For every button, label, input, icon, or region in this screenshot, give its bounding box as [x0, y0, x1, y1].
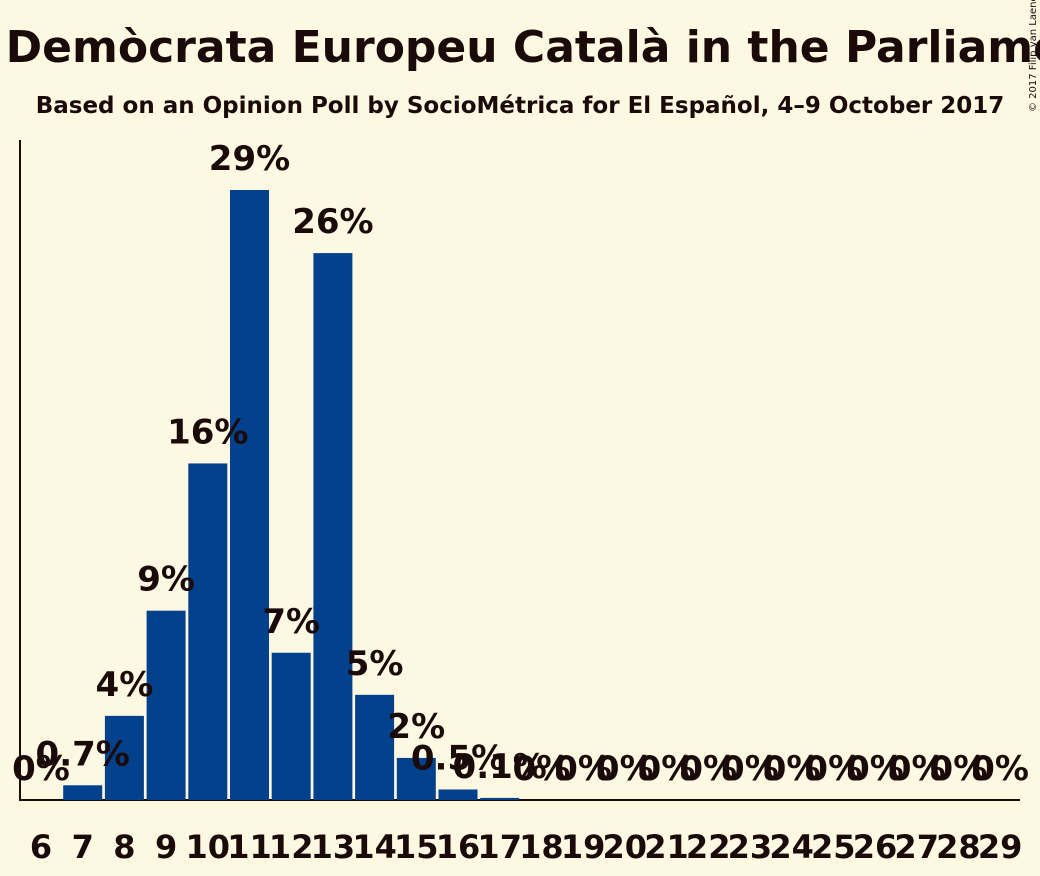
- value-label-12: 7%: [262, 602, 320, 642]
- bar-8: [104, 715, 144, 800]
- value-label-11: 29%: [209, 139, 290, 179]
- value-label-6: 0%: [12, 749, 70, 789]
- value-label-18: 0%: [513, 749, 571, 789]
- tick-label-20: 20: [603, 828, 648, 866]
- value-label-14: 5%: [346, 644, 404, 684]
- bar-17: [480, 797, 520, 800]
- tick-label-13: 13: [311, 828, 356, 866]
- copyright-notice: © 2017 Filip van Laenen: [1028, 0, 1039, 112]
- value-label-15: 2%: [387, 707, 445, 747]
- tick-label-27: 27: [894, 828, 939, 866]
- tick-label-17: 17: [477, 828, 522, 866]
- tick-label-18: 18: [519, 828, 564, 866]
- value-label-23: 0%: [721, 749, 779, 789]
- value-label-29: 0%: [971, 749, 1029, 789]
- bar-13: [313, 253, 353, 800]
- chart-title: Seats for Partit Demòcrata Europeu Catal…: [0, 22, 1040, 73]
- value-label-9: 9%: [137, 560, 195, 600]
- tick-label-22: 22: [686, 828, 731, 866]
- tick-label-21: 21: [644, 828, 689, 866]
- bar-12: [271, 652, 311, 800]
- value-label-28: 0%: [930, 749, 988, 789]
- value-label-13: 26%: [292, 202, 373, 242]
- tick-label-14: 14: [352, 828, 397, 866]
- value-label-25: 0%: [804, 749, 862, 789]
- value-label-8: 4%: [96, 665, 154, 705]
- bar-14: [355, 694, 395, 800]
- value-label-16: 0.5%: [411, 738, 505, 778]
- value-label-17: 0.1%: [453, 747, 547, 787]
- value-label-22: 0%: [679, 749, 737, 789]
- tick-label-11: 11: [227, 828, 272, 866]
- value-label-7: 0.7%: [36, 734, 130, 774]
- tick-label-29: 29: [978, 828, 1023, 866]
- tick-label-24: 24: [769, 828, 814, 866]
- tick-label-8: 8: [113, 828, 135, 866]
- tick-label-7: 7: [72, 828, 94, 866]
- chart-subtitle: Based on an Opinion Poll by SocioMétrica…: [36, 93, 1005, 119]
- bar-11: [230, 190, 269, 800]
- tick-label-16: 16: [436, 828, 481, 866]
- value-label-20: 0%: [596, 749, 654, 789]
- tick-labels-group: 6 7 8 9 101112131415161718192021222324252627…: [30, 828, 1022, 866]
- tick-label-10: 10: [186, 828, 231, 866]
- value-label-24: 0%: [763, 749, 821, 789]
- value-label-27: 0%: [888, 749, 946, 789]
- tick-label-19: 19: [561, 828, 606, 866]
- tick-label-23: 23: [728, 828, 773, 866]
- tick-label-28: 28: [936, 828, 981, 866]
- tick-label-26: 26: [853, 828, 898, 866]
- value-label-10: 16%: [167, 412, 248, 452]
- tick-label-6: 6: [30, 828, 52, 866]
- bar-9: [146, 610, 186, 800]
- value-label-26: 0%: [846, 749, 904, 789]
- bar-7: [63, 785, 103, 800]
- bar-16: [438, 789, 478, 800]
- value-label-19: 0%: [554, 749, 612, 789]
- bar-10: [188, 463, 228, 800]
- tick-label-15: 15: [394, 828, 439, 866]
- value-labels-group: 0%0.7%4%9%16%29%7%26%5%2%0.5%0.1%0%0%0%0…: [12, 139, 1029, 789]
- bars-group: [63, 190, 520, 800]
- tick-label-9: 9: [155, 828, 177, 866]
- value-label-21: 0%: [638, 749, 696, 789]
- tick-label-12: 12: [269, 828, 314, 866]
- tick-label-25: 25: [811, 828, 856, 866]
- bar-15: [396, 757, 436, 800]
